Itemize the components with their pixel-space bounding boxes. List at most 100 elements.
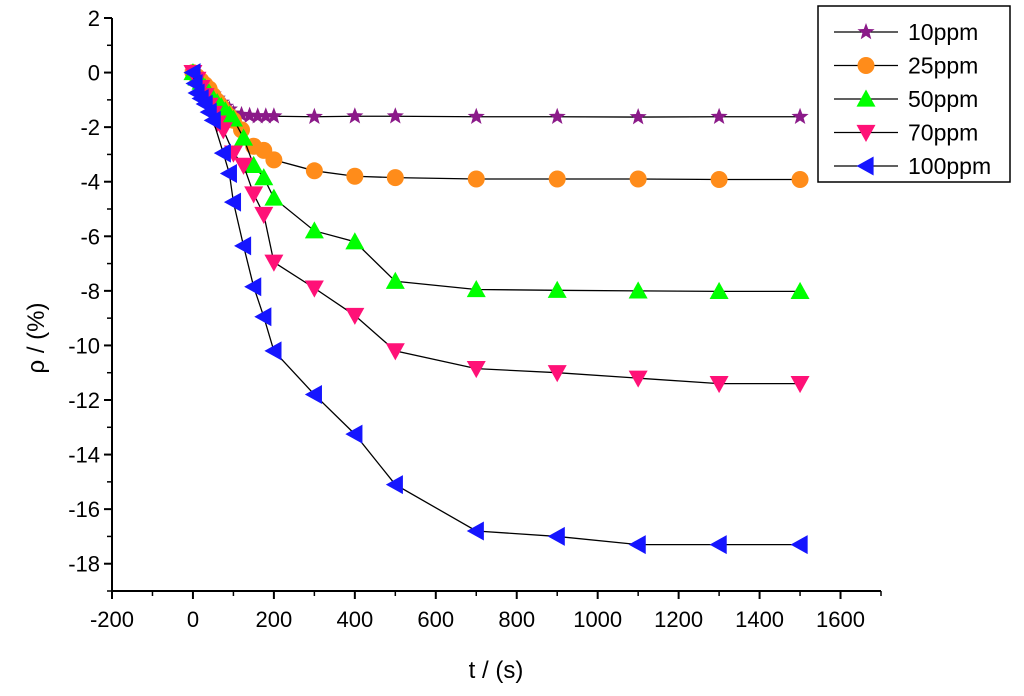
data-point-70ppm <box>234 157 254 175</box>
series-10ppm <box>184 63 809 125</box>
legend-label: 50ppm <box>908 86 978 112</box>
legend-marker <box>857 23 875 40</box>
data-point-50ppm <box>345 232 365 250</box>
x-tick-label: 1600 <box>816 607 865 632</box>
data-point-25ppm <box>791 171 809 189</box>
y-axis-title: ρ / (%) <box>23 303 50 374</box>
data-point-25ppm <box>386 169 404 187</box>
data-point-100ppm <box>304 385 322 405</box>
data-point-100ppm <box>345 424 363 444</box>
data-point-50ppm <box>304 221 324 239</box>
data-point-70ppm <box>264 254 284 272</box>
x-axis-title: t / (s) <box>469 657 524 684</box>
data-point-50ppm <box>385 271 405 289</box>
data-point-70ppm <box>304 280 324 298</box>
data-point-25ppm <box>548 170 566 188</box>
legend-label: 70ppm <box>908 120 978 146</box>
data-point-50ppm <box>466 279 486 298</box>
legend-box <box>817 5 1011 183</box>
data-point-10ppm <box>232 105 251 123</box>
data-point-50ppm <box>264 188 284 206</box>
data-point-50ppm <box>628 281 648 299</box>
data-point-100ppm <box>547 526 565 546</box>
legend-marker <box>857 57 875 74</box>
axes: -200 0 200 400 600 800 1000 1200 1400 1600 2 0 -2 -4 -… <box>68 6 882 632</box>
series-line-70ppm <box>192 72 801 385</box>
series-line-100ppm <box>192 72 801 546</box>
data-point-100ppm <box>213 143 231 163</box>
y-tick-label: -10 <box>68 333 100 358</box>
data-point-25ppm <box>346 167 364 185</box>
data-point-70ppm <box>547 365 567 383</box>
data-point-50ppm <box>244 155 264 173</box>
data-point-10ppm <box>386 107 404 124</box>
y-tick-label: -14 <box>68 443 100 468</box>
x-tick-label: 400 <box>336 607 373 632</box>
data-point-10ppm <box>791 107 809 125</box>
data-point-100ppm <box>254 307 272 327</box>
series-line-50ppm <box>192 72 801 293</box>
data-point-25ppm <box>467 170 485 188</box>
data-point-70ppm <box>466 361 486 379</box>
data-point-10ppm <box>467 107 485 125</box>
data-point-70ppm <box>628 370 648 388</box>
data-point-100ppm <box>466 521 484 541</box>
legend-item-100ppm: 100ppm <box>834 153 991 179</box>
data-point-100ppm <box>790 535 808 555</box>
data-point-70ppm <box>254 206 274 224</box>
data-point-50ppm <box>234 128 254 146</box>
legend-item-25ppm: 25ppm <box>834 53 978 79</box>
y-tick-label: 0 <box>88 61 100 86</box>
series-100ppm <box>183 63 808 555</box>
data-point-10ppm <box>305 107 323 125</box>
x-tick-label: -200 <box>90 607 134 632</box>
data-point-50ppm <box>254 168 274 186</box>
data-point-50ppm <box>790 281 810 300</box>
legend-label: 100ppm <box>908 153 991 179</box>
legend-label: 10ppm <box>908 19 978 45</box>
data-point-100ppm <box>385 475 403 495</box>
y-tick-label: -2 <box>80 115 100 140</box>
data-point-100ppm <box>183 63 201 83</box>
legend-label: 25ppm <box>908 53 978 79</box>
data-point-70ppm <box>244 186 264 204</box>
data-point-10ppm <box>710 107 728 125</box>
y-tick-label: -6 <box>80 224 100 249</box>
x-tick-label: 800 <box>498 607 535 632</box>
data-point-50ppm <box>547 280 567 298</box>
y-tick-label: -12 <box>68 388 100 413</box>
legend-item-70ppm: 70ppm <box>834 120 978 146</box>
data-point-10ppm <box>346 107 364 124</box>
x-tick-label: 1000 <box>573 607 622 632</box>
x-tick-label: 1400 <box>735 607 784 632</box>
y-tick-label: -18 <box>68 552 100 577</box>
x-tick-label: 200 <box>256 607 293 632</box>
y-tick-label: 2 <box>88 6 100 31</box>
legend-marker <box>856 124 876 142</box>
legend-item-10ppm: 10ppm <box>834 19 978 45</box>
data-point-100ppm <box>709 535 727 555</box>
data-point-100ppm <box>628 535 646 555</box>
series-line-10ppm <box>192 72 801 118</box>
series-layer <box>183 63 810 555</box>
data-point-10ppm <box>249 107 267 124</box>
x-tick-label: 0 <box>187 607 199 632</box>
data-point-25ppm <box>305 162 323 180</box>
series-25ppm <box>184 64 809 189</box>
data-point-100ppm <box>244 277 262 297</box>
data-point-10ppm <box>629 108 647 125</box>
data-point-10ppm <box>548 107 566 125</box>
data-point-100ppm <box>264 341 282 361</box>
data-point-10ppm <box>257 107 275 124</box>
data-point-25ppm <box>710 171 728 189</box>
data-point-100ppm <box>203 110 221 130</box>
x-tick-label: 1200 <box>654 607 703 632</box>
y-tick-label: -4 <box>80 170 100 195</box>
data-point-50ppm <box>709 281 729 300</box>
x-tick-label: 600 <box>417 607 454 632</box>
data-point-70ppm <box>790 376 810 394</box>
data-point-100ppm <box>223 192 242 212</box>
y-tick-label: -8 <box>80 279 100 304</box>
data-point-70ppm <box>385 343 405 361</box>
